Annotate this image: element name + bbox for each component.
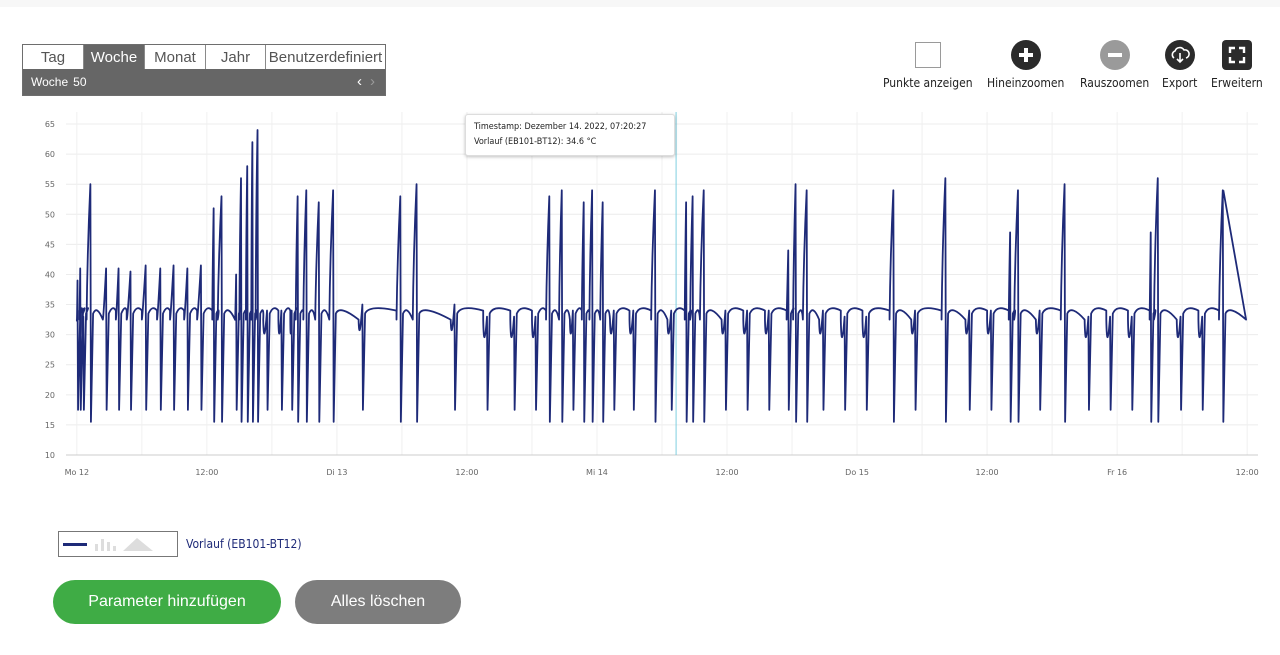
tooltip-timestamp: Timestamp: Dezember 14. 2022, 07:20:27 xyxy=(474,122,647,132)
x-tick-label: Do 15 xyxy=(845,468,869,477)
x-tick-label: Di 13 xyxy=(326,468,347,477)
y-tick-label: 35 xyxy=(45,301,55,310)
period-current-value: 50 xyxy=(73,75,87,89)
zoom-out-button[interactable]: Rauszoomen xyxy=(1080,40,1149,90)
chart-tooltip: Timestamp: Dezember 14. 2022, 07:20:27 V… xyxy=(465,114,675,156)
zoom-in-label: Hineinzoomen xyxy=(987,76,1065,90)
period-current-label: Woche xyxy=(31,75,69,89)
y-tick-label: 25 xyxy=(45,361,55,370)
x-tick-label: Mi 14 xyxy=(586,468,608,477)
x-tick-label: 12:00 xyxy=(1236,468,1259,477)
area-chart-icon[interactable] xyxy=(123,537,153,551)
period-tabs: Tag Woche Monat Jahr Benutzerdefiniert xyxy=(23,45,385,69)
y-tick-label: 55 xyxy=(45,180,55,189)
y-axis: 10 15 20 25 30 35 40 45 50 55 60 65 xyxy=(45,120,55,460)
y-tick-label: 65 xyxy=(45,120,55,129)
expand-button[interactable]: Erweitern xyxy=(1211,40,1263,90)
plus-circle-icon xyxy=(1010,40,1041,70)
series-line-vorlauf xyxy=(75,129,1247,423)
x-axis: Mo 12 12:00 Di 13 12:00 Mi 14 12:00 Do 15 12:00… xyxy=(65,454,1259,477)
period-selector: Tag Woche Monat Jahr Benutzerdefiniert W… xyxy=(22,44,386,96)
y-tick-label: 40 xyxy=(45,270,55,279)
export-label: Export xyxy=(1162,76,1198,90)
clear-all-button[interactable]: Alles löschen xyxy=(295,580,461,624)
line-chart-icon[interactable] xyxy=(63,542,87,546)
line-chart[interactable]: 10 15 20 25 30 35 40 45 50 55 60 65 Mo 12 12:00 Di 13… xyxy=(0,0,1280,500)
y-tick-label: 30 xyxy=(45,331,55,340)
x-tick-label: 12:00 xyxy=(715,468,738,477)
period-nav: ‹ › xyxy=(357,73,375,90)
fullscreen-icon xyxy=(1221,40,1252,70)
x-tick-label: 12:00 xyxy=(976,468,999,477)
chevron-left-icon[interactable]: ‹ xyxy=(357,73,362,90)
x-tick-label: Mo 12 xyxy=(65,468,90,477)
zoom-in-button[interactable]: Hineinzoomen xyxy=(987,40,1064,90)
checkbox-icon[interactable] xyxy=(913,40,943,70)
tooltip-value: Vorlauf (EB101-BT12): 34.6 °C xyxy=(474,137,597,147)
export-button[interactable]: Export xyxy=(1162,40,1197,90)
y-tick-label: 45 xyxy=(45,240,55,249)
y-tick-label: 60 xyxy=(45,150,55,159)
chart-grid xyxy=(66,112,1258,456)
tab-jahr[interactable]: Jahr xyxy=(206,45,266,69)
minus-circle-icon xyxy=(1099,40,1130,70)
tab-tag[interactable]: Tag xyxy=(23,45,84,69)
bar-chart-icon[interactable] xyxy=(93,537,117,551)
tab-woche[interactable]: Woche xyxy=(84,45,145,69)
legend-series-label: Vorlauf (EB101-BT12) xyxy=(186,537,302,551)
expand-label: Erweitern xyxy=(1211,76,1263,90)
period-current-bar: Woche 50 ‹ › xyxy=(23,69,385,95)
tab-benutzerdefiniert[interactable]: Benutzerdefiniert xyxy=(268,48,383,66)
chart-type-switch[interactable] xyxy=(58,531,178,557)
show-points-label: Punkte anzeigen xyxy=(883,76,973,90)
y-tick-label: 50 xyxy=(45,210,55,219)
zoom-out-label: Rauszoomen xyxy=(1080,76,1150,90)
add-parameter-button[interactable]: Parameter hinzufügen xyxy=(53,580,281,624)
tab-monat[interactable]: Monat xyxy=(145,45,206,69)
x-tick-label: Fr 16 xyxy=(1107,468,1127,477)
show-points-toggle[interactable]: Punkte anzeigen xyxy=(883,40,973,90)
y-tick-label: 20 xyxy=(45,391,55,400)
y-tick-label: 15 xyxy=(45,421,55,430)
cloud-download-icon xyxy=(1164,40,1195,70)
y-tick-label: 10 xyxy=(45,451,55,460)
chevron-right-icon[interactable]: › xyxy=(370,73,375,90)
x-tick-label: 12:00 xyxy=(195,468,218,477)
x-tick-label: 12:00 xyxy=(455,468,478,477)
